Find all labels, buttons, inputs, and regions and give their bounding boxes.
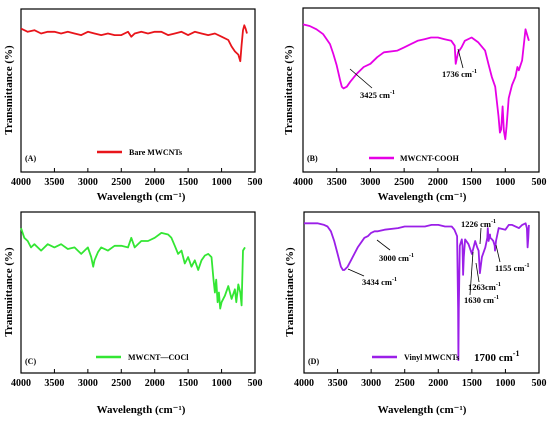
annotation-leader xyxy=(376,239,391,251)
x-tick-label: 500 xyxy=(248,378,263,389)
x-tick-label: 1500 xyxy=(178,177,198,188)
x-tick-label: 500 xyxy=(532,177,547,188)
annotation-1630: 1630 cm-1 xyxy=(464,251,499,305)
panel-c: 4000 3500 3000 2500 2000 1500 1000 500 Transmit… xyxy=(3,211,263,416)
annotation-text: 1630 cm-1 xyxy=(464,295,499,305)
legend: Bare MWCNTs xyxy=(97,148,182,157)
x-ticks: 4000 3500 3000 2500 2000 1500 1000 500 xyxy=(11,369,263,389)
annotation-text: 3434 cm-1 xyxy=(362,277,397,287)
annotation-leader xyxy=(475,262,480,283)
panel-a: 4000 3500 3000 2500 2000 1500 1000 500 Transmit… xyxy=(3,8,263,203)
x-tick-label: 1500 xyxy=(178,378,198,389)
x-tick-label: 1000 xyxy=(212,378,232,389)
x-tick-label: 2000 xyxy=(145,177,165,188)
panel-label: (A) xyxy=(25,154,36,163)
annotation-text: 1226 cm-1 xyxy=(461,219,496,229)
legend: Vinyl MWCNTs xyxy=(372,353,459,362)
annotation-1155: 1155 cm-1 xyxy=(495,244,530,273)
y-axis-label: Transmittance (%) xyxy=(3,247,15,337)
panel-label: (C) xyxy=(25,357,36,366)
y-axis-label: Transmittance (%) xyxy=(283,45,295,135)
annotation-text: 3000 cm-1 xyxy=(379,253,414,263)
x-axis-label: Wavelength (cm⁻¹) xyxy=(97,191,186,203)
annotation-leader xyxy=(347,268,365,277)
x-tick-label: 3000 xyxy=(360,177,380,188)
series-line xyxy=(304,222,530,361)
plot-frame xyxy=(303,211,540,374)
x-tick-label: 3000 xyxy=(78,177,98,188)
legend-label: Bare MWCNTs xyxy=(129,148,182,157)
x-axis-label: Wavelength (cm⁻¹) xyxy=(97,404,186,416)
x-tick-label: 1500 xyxy=(462,177,482,188)
series-layer xyxy=(20,227,246,310)
x-tick-label: 4000 xyxy=(294,378,314,389)
x-tick-label: 2500 xyxy=(111,378,131,389)
x-ticks: 4000 3500 3000 2500 2000 1500 1000 500 xyxy=(293,168,547,188)
x-ticks: 4000 3500 3000 2500 2000 1500 1000 500 xyxy=(11,168,263,188)
x-axis-label: Wavelength (cm⁻¹) xyxy=(378,404,467,416)
x-tick-label: 4000 xyxy=(293,177,313,188)
annotation-text: 1263cm-1 xyxy=(468,282,501,292)
series-line xyxy=(302,23,530,141)
y-axis-label: Transmittance (%) xyxy=(3,45,15,135)
x-tick-label: 3500 xyxy=(328,378,348,389)
annotation-text: 1155 cm-1 xyxy=(495,263,530,273)
annotation-1226: 1226 cm-1 xyxy=(461,219,496,245)
series-line xyxy=(20,227,246,310)
legend-label: MWCNT—COCl xyxy=(128,353,189,362)
series-layer xyxy=(20,24,248,63)
annotation-leader xyxy=(457,48,464,69)
series-layer xyxy=(302,23,530,141)
legend: MWCNT-COOH xyxy=(369,154,460,163)
y-axis-label: Transmittance (%) xyxy=(284,247,296,337)
x-ticks: 4000 3500 3000 2500 2000 1500 1000 500 xyxy=(294,369,547,389)
annotation-text: 3425 cm-1 xyxy=(360,90,395,100)
x-tick-label: 4000 xyxy=(11,378,31,389)
plot-frame xyxy=(20,211,256,374)
x-tick-label: 2500 xyxy=(394,177,414,188)
x-tick-label: 2000 xyxy=(428,177,448,188)
legend-label: Vinyl MWCNTs xyxy=(404,353,459,362)
panel-label: (B) xyxy=(307,154,318,163)
legend: MWCNT—COCl xyxy=(96,353,189,362)
panel-b: 4000 3500 3000 2500 2000 1500 1000 500 Transmit… xyxy=(283,7,547,203)
panel-d: 4000 3500 3000 2500 2000 1500 1000 500 Transmit… xyxy=(284,211,547,416)
legend-label: MWCNT-COOH xyxy=(400,154,460,163)
x-tick-label: 1500 xyxy=(462,378,482,389)
x-tick-label: 2500 xyxy=(395,378,415,389)
x-tick-label: 2000 xyxy=(145,378,165,389)
annotation-1700: 1700 cm-1 xyxy=(474,349,519,364)
x-tick-label: 1000 xyxy=(495,177,515,188)
x-tick-label: 2500 xyxy=(111,177,131,188)
annotation-leader xyxy=(495,244,501,263)
x-tick-label: 500 xyxy=(532,378,547,389)
annotation-leader xyxy=(469,251,474,296)
annotation-leader xyxy=(349,68,373,89)
annotation-3425: 3425 cm-1 xyxy=(349,68,395,100)
annotation-leader xyxy=(479,227,482,245)
x-tick-label: 3500 xyxy=(44,177,64,188)
x-tick-label: 3500 xyxy=(327,177,347,188)
annotation-1263: 1263cm-1 xyxy=(468,262,501,292)
x-axis-label: Wavelength (cm⁻¹) xyxy=(378,191,467,203)
plot-frame xyxy=(20,8,256,173)
x-tick-label: 1000 xyxy=(212,177,232,188)
annotation-1736: 1736 cm-1 xyxy=(442,48,477,79)
x-tick-label: 4000 xyxy=(11,177,31,188)
series-line xyxy=(20,24,248,63)
panel-label: (D) xyxy=(308,357,319,366)
annotation-text: 1700 cm-1 xyxy=(474,349,519,364)
x-tick-label: 3500 xyxy=(44,378,64,389)
x-tick-label: 3000 xyxy=(78,378,98,389)
x-tick-label: 500 xyxy=(248,177,263,188)
x-tick-label: 3000 xyxy=(361,378,381,389)
x-tick-label: 2000 xyxy=(428,378,448,389)
annotation-3000: 3000 cm-1 xyxy=(376,239,414,263)
series-layer xyxy=(304,222,530,361)
annotation-3434: 3434 cm-1 xyxy=(347,268,397,287)
x-tick-label: 1000 xyxy=(495,378,515,389)
plot-frame xyxy=(302,7,540,173)
annotation-text: 1736 cm-1 xyxy=(442,69,477,79)
